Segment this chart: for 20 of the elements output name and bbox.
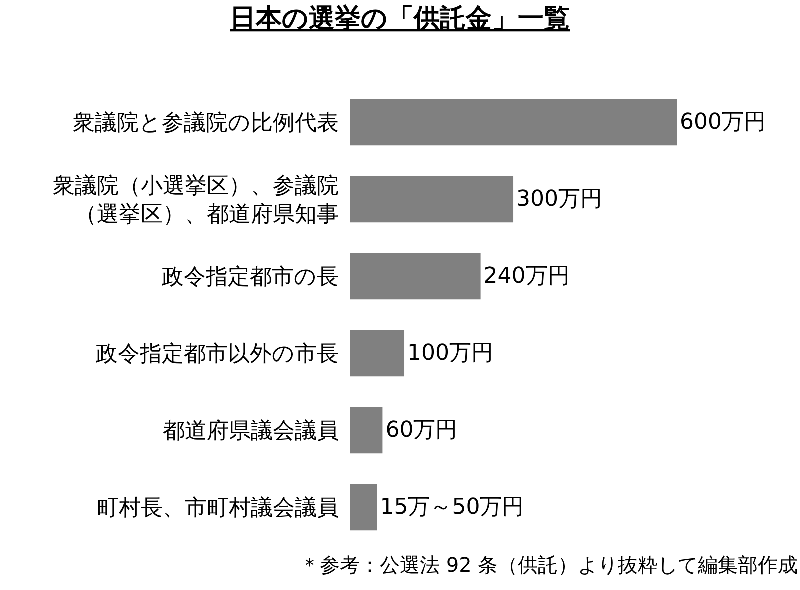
bar [350, 176, 514, 223]
data-label: 300万円 [516, 187, 603, 212]
chart-title: 日本の選挙の「供託金」一覧 [230, 4, 570, 34]
y-tick-label: 町村長、市町村議会議員 [97, 496, 339, 522]
bar [350, 99, 678, 146]
bar [350, 484, 378, 531]
data-label: 100万円 [408, 341, 494, 366]
y-tick-label: 政令指定都市の長 [162, 265, 339, 290]
data-label: 600万円 [680, 110, 766, 135]
bar [350, 407, 383, 454]
y-tick-label: 衆議院（小選挙区）、参議院（選挙区）、都道府県知事 [53, 174, 339, 228]
y-tick-label: 政令指定都市以外の市長 [96, 342, 339, 368]
y-tick-label: 都道府県議会議員 [163, 419, 339, 444]
data-label: 15万～50万円 [380, 495, 524, 520]
bar [350, 253, 481, 300]
y-tick-label: 衆議院と参議院の比例代表 [73, 111, 339, 136]
text: ＊参考：公選法 92 条（供託）より抜粋して編集部作成 [300, 553, 798, 577]
bar [350, 330, 405, 377]
data-label: 60万円 [386, 418, 458, 443]
data-label: 240万円 [484, 264, 570, 289]
